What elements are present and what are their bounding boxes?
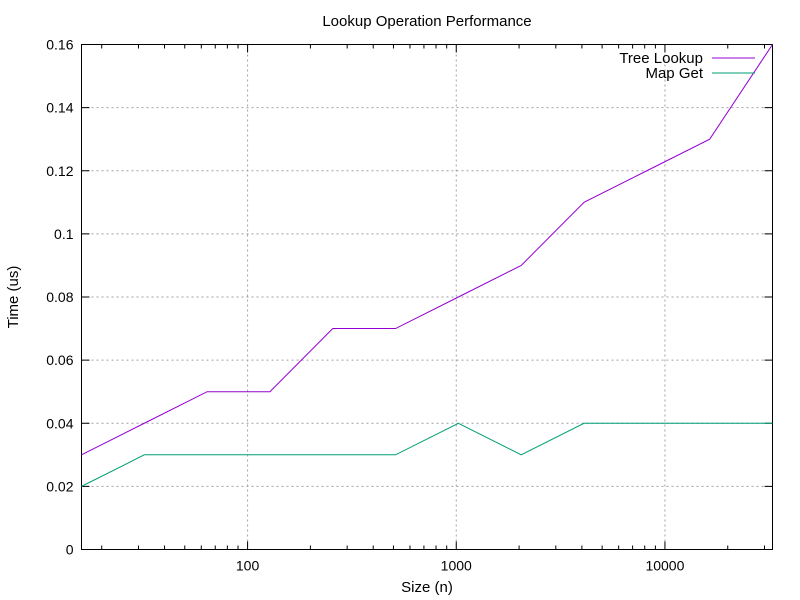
y-tick-label: 0.12 [46,163,73,179]
axis-ticks: 0 0.02 0.04 0.06 0.08 0.1 0.12 0.14 0.16 100 1000 1… [46,37,773,574]
series-lines [81,44,773,487]
x-axis-title: Size (n) [401,579,453,596]
x-tick-label: 10000 [645,558,684,574]
y-tick-label: 0.02 [46,478,73,494]
y-axis-title: Time (us) [5,266,22,329]
series-line-2 [81,422,773,487]
y-tick-label: 0.14 [46,100,73,116]
x-tick-label: 100 [236,558,260,574]
chart-title: Lookup Operation Performance [322,13,531,30]
y-tick-label: 0.1 [54,226,74,242]
legend-label: Tree Lookup [619,50,703,67]
legend-label: Map Get [645,65,703,82]
y-tick-label: 0.08 [46,289,73,305]
y-tick-label: 0.04 [46,415,73,431]
y-tick-label: 0 [66,542,74,558]
series-line-1 [81,44,773,456]
y-tick-label: 0.16 [46,37,73,53]
grid-lines [81,44,773,550]
x-tick-label: 1000 [441,558,472,574]
y-tick-label: 0.06 [46,352,73,368]
